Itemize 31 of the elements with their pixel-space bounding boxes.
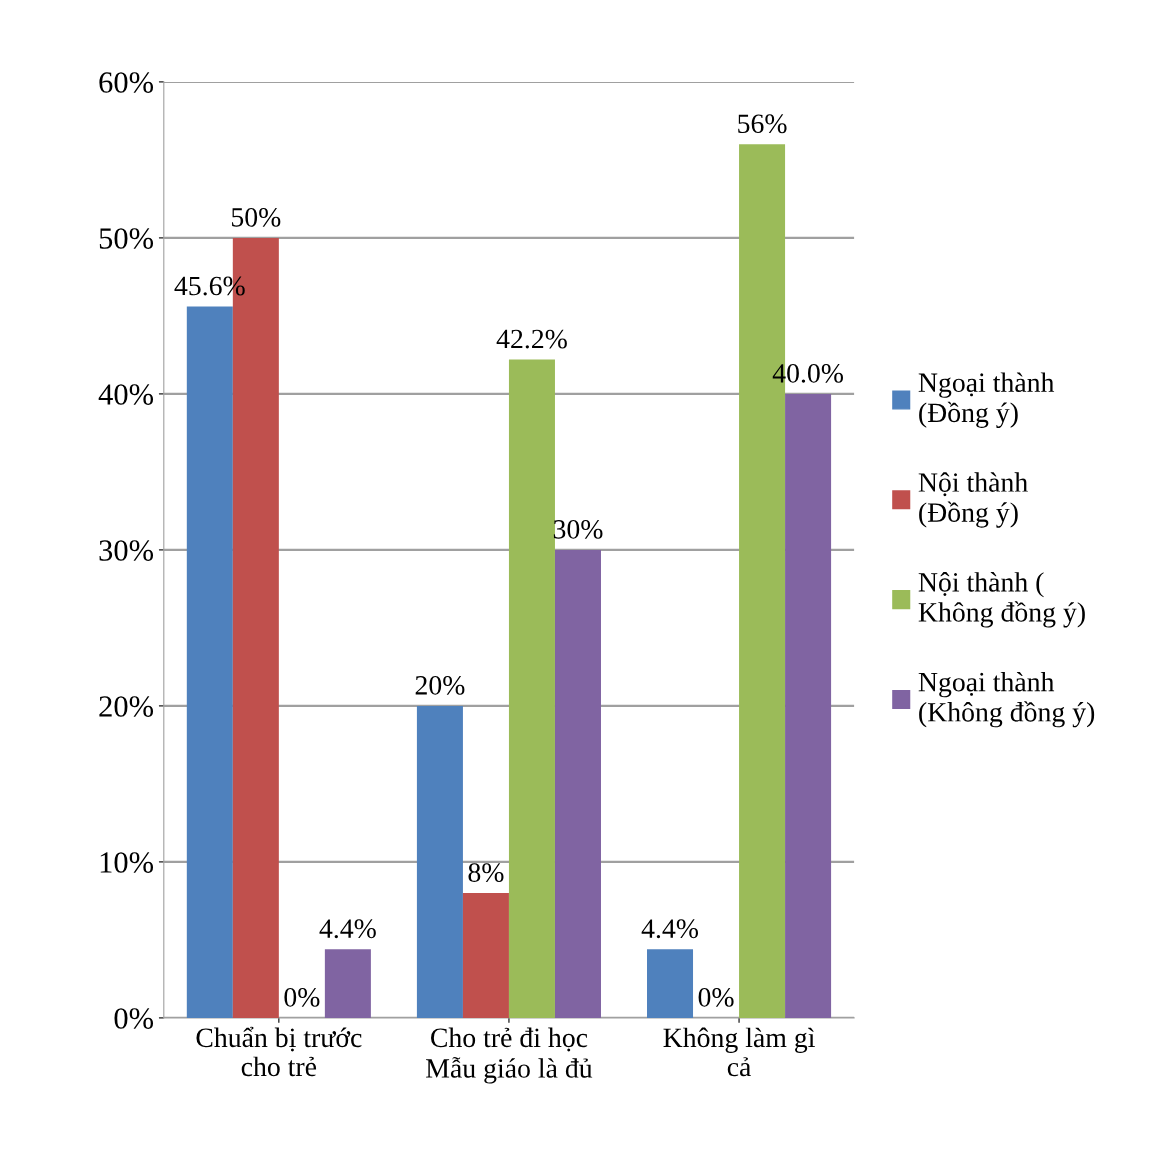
x-tick-label: Cho trẻ đi học Mẫu giáo là đủ	[426, 1027, 593, 1084]
data-label: 42.2%	[496, 329, 567, 349]
y-tick-label: 30%	[99, 540, 154, 561]
bar	[324, 949, 371, 1018]
data-label: 8%	[468, 863, 504, 882]
legend-label: Ngoại thành (Đồng ý)	[918, 372, 1055, 428]
bar	[462, 893, 509, 1018]
bar	[785, 393, 832, 1018]
y-tick-label: 0%	[114, 1008, 154, 1029]
data-label: 4.4%	[641, 919, 698, 939]
y-tick-label: 50%	[99, 228, 154, 249]
bar	[186, 306, 233, 1018]
data-label: 0%	[284, 987, 320, 1007]
legend-label: Nội thành (Đồng ý)	[918, 472, 1028, 528]
data-label: 56%	[738, 114, 787, 134]
y-tick-label: 60%	[99, 72, 154, 93]
y-tick-label: 10%	[100, 852, 154, 873]
legend-label: Nội thành ( Không đồng ý)	[918, 572, 1085, 628]
y-tick-label: 20%	[99, 696, 154, 717]
data-label: 50%	[232, 207, 281, 227]
y-tick-label: 40%	[98, 384, 154, 405]
data-label: 0%	[698, 987, 734, 1007]
bar	[647, 949, 694, 1018]
legend-label: Ngoại thành (Không đồng ý)	[918, 671, 1095, 728]
bar	[416, 705, 463, 1018]
data-label: 4.4%	[319, 919, 376, 939]
bar	[508, 359, 555, 1018]
x-tick-label: Không làm gì cả	[663, 1027, 815, 1077]
x-tick-label: Chuẩn bị trước cho trẻ	[196, 1026, 362, 1077]
data-label: 20%	[415, 675, 465, 695]
bar	[554, 549, 601, 1018]
